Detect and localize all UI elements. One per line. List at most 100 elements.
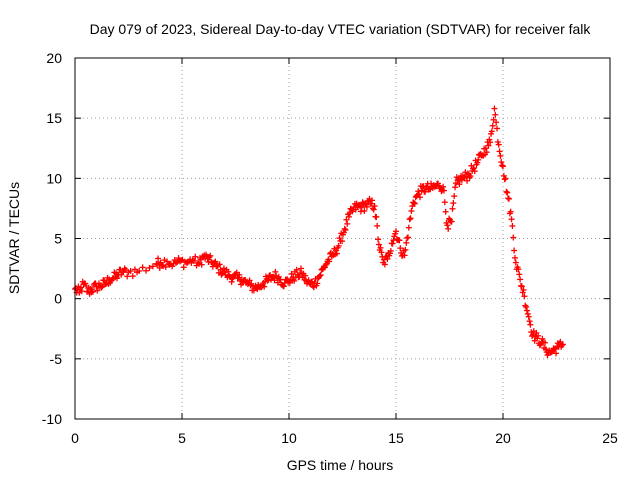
data-point <box>358 204 365 211</box>
data-point <box>314 280 321 287</box>
data-point <box>489 122 496 129</box>
data-point <box>369 197 376 204</box>
data-point <box>197 256 204 263</box>
data-point <box>375 236 382 243</box>
data-point <box>456 181 463 188</box>
data-point <box>499 162 506 169</box>
data-point <box>228 278 235 285</box>
x-axis-title: GPS time / hours <box>287 457 394 473</box>
data-point <box>521 293 528 300</box>
data-point <box>246 277 253 284</box>
data-point <box>180 264 187 271</box>
data-point <box>261 283 268 290</box>
data-point <box>553 350 560 357</box>
data-point <box>524 310 531 317</box>
data-point <box>280 283 287 290</box>
data-point <box>410 199 417 206</box>
y-axis-title: SDTVAR / TECUs <box>6 182 22 294</box>
data-point <box>377 244 384 251</box>
data-point <box>542 346 549 353</box>
chart-title: Day 079 of 2023, Sidereal Day-to-day VTE… <box>90 21 592 37</box>
data-point <box>296 273 303 280</box>
data-point <box>368 200 375 207</box>
data-point <box>335 242 342 249</box>
y-tick-label: 20 <box>46 50 62 66</box>
data-point <box>527 321 534 328</box>
data-point <box>371 203 378 210</box>
data-point <box>452 184 459 191</box>
data-point <box>416 194 423 201</box>
data-point <box>361 207 368 214</box>
data-point <box>136 267 143 274</box>
data-point <box>525 313 532 320</box>
data-point <box>448 218 455 225</box>
data-point <box>502 175 509 182</box>
data-point <box>326 258 333 265</box>
data-point <box>190 258 197 265</box>
data-point <box>509 222 516 229</box>
data-point <box>416 191 423 198</box>
data-point <box>495 141 502 148</box>
data-point <box>494 125 501 132</box>
data-point <box>370 206 377 213</box>
data-point <box>501 176 508 183</box>
data-point <box>496 148 503 155</box>
data-point <box>374 222 381 229</box>
data-point <box>444 222 451 229</box>
data-point <box>404 234 411 241</box>
data-point <box>492 111 499 118</box>
data-point <box>508 216 515 223</box>
data-point <box>149 263 156 270</box>
axis-ticks: 0 5 10 15 20 25 -10 -5 0 5 10 15 20 <box>42 50 618 446</box>
y-tick-label: -10 <box>42 411 62 427</box>
data-point <box>442 208 449 215</box>
data-point <box>539 335 546 342</box>
data-point <box>440 183 447 190</box>
data-point <box>422 188 429 195</box>
data-point <box>393 228 399 235</box>
data-point <box>178 257 185 264</box>
data-point <box>158 262 165 269</box>
data-point <box>515 266 522 273</box>
data-point <box>516 271 523 278</box>
y-tick-label: 15 <box>46 110 62 126</box>
data-point <box>375 241 382 248</box>
data-point <box>401 252 408 259</box>
data-point <box>336 235 343 242</box>
data-point <box>405 224 412 231</box>
data-point <box>235 274 242 281</box>
data-point <box>411 200 418 207</box>
data-point <box>470 165 477 172</box>
data-point <box>373 213 380 220</box>
grid-lines <box>75 58 610 419</box>
data-points <box>72 105 566 359</box>
data-point <box>387 247 394 254</box>
data-point <box>98 284 105 291</box>
data-point <box>378 249 385 256</box>
y-tick-label: 5 <box>54 231 62 247</box>
x-tick-label: 20 <box>495 430 511 446</box>
data-point <box>113 275 120 282</box>
data-point <box>500 163 506 170</box>
data-point <box>517 276 524 283</box>
data-point <box>452 180 459 187</box>
data-point <box>396 237 403 244</box>
data-point <box>302 272 309 279</box>
data-point <box>523 303 530 310</box>
data-point <box>291 277 298 284</box>
data-point <box>212 258 219 265</box>
data-point <box>494 138 501 145</box>
data-point <box>207 252 214 259</box>
data-point <box>440 187 447 194</box>
data-point <box>352 206 359 213</box>
data-point <box>189 257 196 264</box>
data-point <box>523 307 530 314</box>
data-point <box>486 136 493 143</box>
data-point <box>503 188 510 195</box>
data-point <box>505 195 512 202</box>
data-point <box>264 277 271 284</box>
data-point <box>559 341 566 348</box>
data-point <box>94 287 101 294</box>
data-point <box>89 288 96 295</box>
